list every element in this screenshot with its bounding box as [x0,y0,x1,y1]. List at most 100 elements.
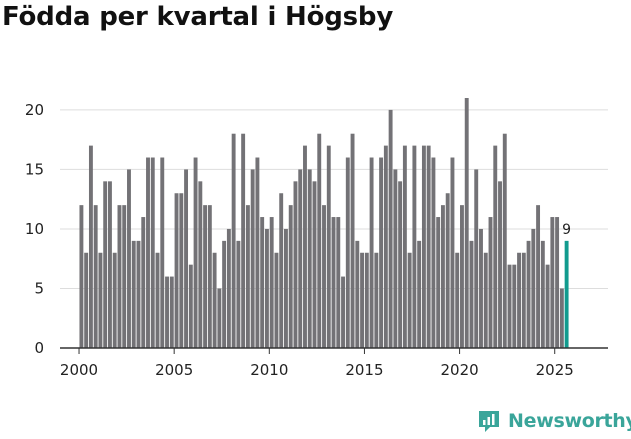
bar [550,217,555,348]
bar [303,145,307,348]
bar [231,133,236,348]
bar [483,252,488,348]
bar [402,145,407,348]
bar [507,264,512,348]
bar [350,133,355,348]
bar [488,217,493,348]
y-axis: 0 5 10 15 20 [25,101,44,357]
bar [379,157,384,348]
bar [212,252,217,348]
highlight-value-label: 9 [562,222,571,238]
bar [360,252,365,348]
bar [559,288,564,348]
bar [540,240,545,348]
bar [150,157,155,348]
bar [426,145,431,348]
brand-name: Newsworthy [508,410,631,432]
bar [322,205,326,348]
x-tick-label: 2000 [60,361,98,379]
bar [179,193,184,348]
bar [369,157,374,348]
bar [245,205,250,348]
bar [84,252,89,348]
bar [279,193,284,348]
bar [203,205,208,348]
bar [131,240,136,348]
bar [393,169,398,348]
bar [521,252,526,348]
bar [479,228,483,348]
bar [412,145,417,348]
bar [236,240,241,348]
bar [127,169,131,348]
bar [469,240,474,348]
x-tick-label: 2025 [536,361,574,379]
bar [146,157,150,348]
x-tick-label: 2020 [440,361,478,379]
bar [188,264,193,348]
bar [93,205,98,348]
bar [155,252,160,348]
bar [383,145,388,348]
annotations: 9 [562,222,571,238]
bar [250,169,255,348]
bar [122,205,127,348]
bar [336,217,341,348]
newsworthy-logo-icon [479,411,499,432]
bar [288,205,293,348]
bar [460,205,464,348]
x-tick-label: 2010 [250,361,288,379]
bar [98,252,103,348]
bar [417,240,422,348]
bar [398,181,403,348]
bar [293,181,298,348]
chart-title: Födda per kvartal i Högsby [2,2,394,32]
bar [455,252,460,348]
bar [531,228,536,348]
bar [364,252,369,348]
bar [174,193,179,348]
bar [274,252,279,348]
bar [326,145,331,348]
bar [474,169,479,348]
bar [498,181,502,348]
bar [450,157,455,348]
bar [241,133,246,348]
bar [112,252,117,348]
bar [493,145,498,348]
bar [198,181,203,348]
bar [264,228,269,348]
x-tick-labels: 2000 2005 2010 2015 2020 2025 [60,361,574,379]
bar [312,181,317,348]
bar [331,217,336,348]
bar [536,205,541,348]
bar [298,169,303,348]
y-tick-label: 10 [25,220,44,238]
x-axis [60,347,608,354]
bar [526,240,531,348]
bar [184,169,189,348]
bar [517,252,521,348]
bar [284,228,288,348]
bar [355,240,360,348]
bar [217,288,222,348]
bar [255,157,260,348]
bar [193,157,198,348]
bar [345,157,350,348]
bar [407,252,412,348]
newsworthy-logo[interactable]: Newsworthy [476,408,631,434]
bar [374,252,379,348]
y-tick-label: 20 [25,101,44,119]
bar [421,145,426,348]
bar [445,193,450,348]
bar [79,205,84,348]
bars [79,98,569,349]
bar [431,157,436,348]
y-tick-label: 0 [34,339,44,357]
bar [226,228,231,348]
bar [222,240,227,348]
bar [307,169,312,348]
bar [436,217,441,348]
x-tick-label: 2005 [155,361,193,379]
